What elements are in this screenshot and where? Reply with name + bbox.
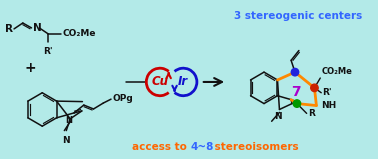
- Text: CO₂Me: CO₂Me: [321, 67, 352, 76]
- Text: R': R': [43, 47, 53, 56]
- Text: +: +: [25, 61, 36, 75]
- Text: N: N: [62, 136, 70, 145]
- Text: 7: 7: [291, 85, 301, 99]
- Text: R': R': [322, 88, 332, 97]
- Text: NH: NH: [321, 101, 336, 110]
- Text: Ir: Ir: [178, 76, 188, 88]
- Circle shape: [311, 84, 318, 92]
- Text: stereoisomers: stereoisomers: [211, 142, 299, 152]
- Text: R: R: [5, 24, 13, 34]
- Text: CO₂Me: CO₂Me: [63, 29, 96, 38]
- Text: access to: access to: [132, 142, 190, 152]
- Text: N: N: [34, 23, 42, 33]
- Text: Cu: Cu: [152, 76, 169, 88]
- Text: N: N: [274, 112, 281, 121]
- Text: R: R: [308, 109, 314, 118]
- Text: 3 stereogenic centers: 3 stereogenic centers: [234, 11, 362, 21]
- Circle shape: [293, 100, 301, 107]
- Text: 4~8: 4~8: [190, 142, 214, 152]
- Circle shape: [291, 68, 299, 76]
- Text: N: N: [66, 116, 73, 125]
- Text: OPg: OPg: [112, 94, 133, 103]
